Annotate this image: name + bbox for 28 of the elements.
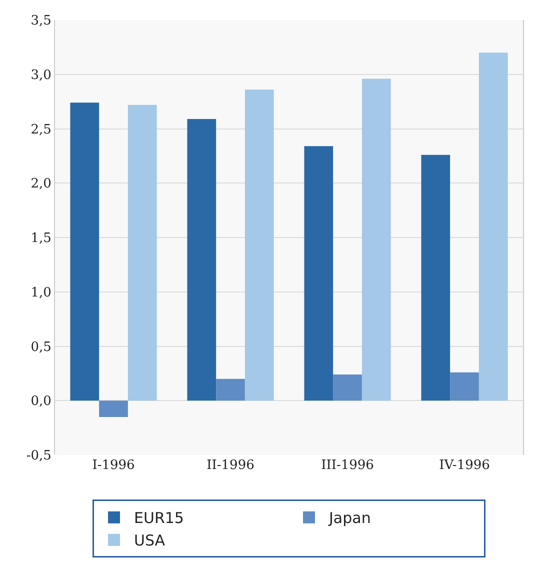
y-tick-label: 2,5 (30, 122, 52, 138)
bar (304, 146, 334, 401)
bar (450, 372, 479, 401)
y-tick-label: 3,5 (30, 14, 52, 29)
y-tick-label: 0,0 (30, 394, 52, 410)
legend-label: USA (134, 532, 166, 550)
bar (421, 154, 450, 401)
y-tick-label: 0,5 (30, 340, 52, 355)
bar (333, 374, 362, 401)
y-tick-label: 2,0 (30, 176, 52, 192)
bar (478, 52, 508, 401)
bar (99, 400, 128, 417)
bar (244, 90, 274, 401)
x-tick-label: I-1996 (92, 458, 135, 473)
x-tick-label: II-1996 (206, 458, 254, 473)
x-tick-label: III-1996 (321, 458, 374, 473)
x-tick-label: IV-1996 (439, 458, 490, 473)
bar (128, 104, 157, 401)
y-tick-label: 3,0 (30, 68, 52, 83)
legend-label: Japan (328, 509, 371, 528)
y-tick-label: -0,5 (26, 448, 52, 464)
bar (187, 118, 216, 401)
y-tick-label: 1,5 (30, 231, 52, 246)
bar (216, 378, 245, 401)
bar (70, 102, 100, 401)
bar (362, 78, 391, 401)
y-tick-label: 1,0 (30, 285, 52, 300)
legend-label: EUR15 (134, 509, 184, 528)
